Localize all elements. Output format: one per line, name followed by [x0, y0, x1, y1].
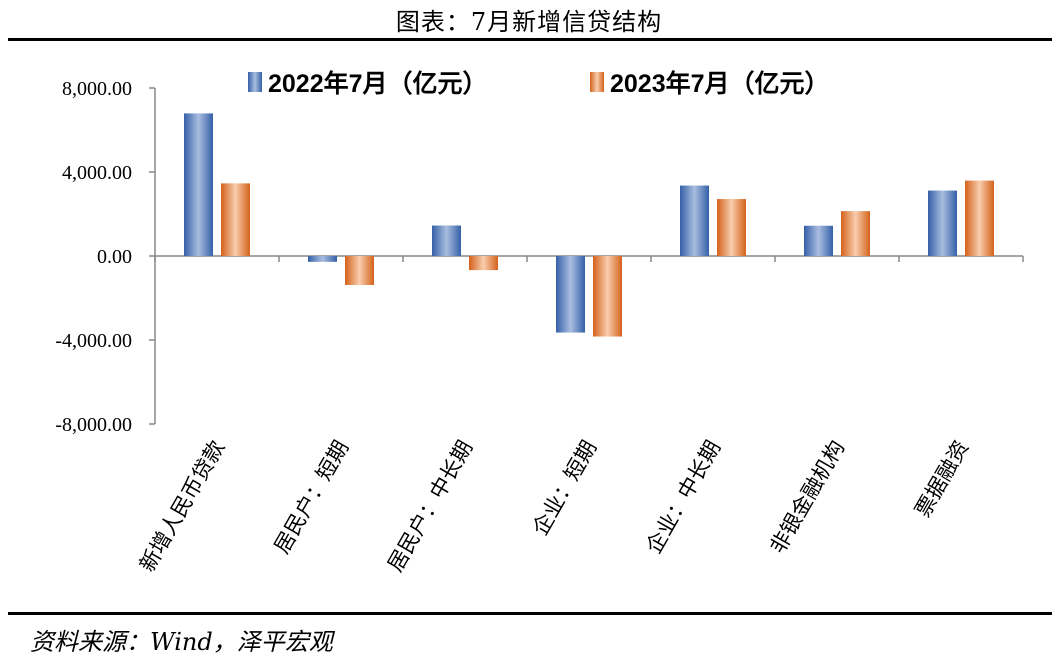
- legend-label-1: 2022年7月（亿元）: [268, 69, 488, 98]
- y-tick-labels: 8,000.00 4,000.00 0.00 -4,000.00 -8,000.00: [55, 78, 132, 436]
- bar-2023-3: [593, 256, 622, 337]
- bars: [184, 113, 994, 337]
- legend-swatch-2: [590, 72, 604, 92]
- bar-2022-6: [928, 190, 957, 256]
- bar-2023-5: [841, 211, 870, 256]
- bar-2023-1: [345, 256, 374, 286]
- category-label: 企业：短期: [528, 437, 601, 540]
- category-label: 居民户：中长期: [383, 437, 477, 576]
- y-tick-label: -4,000.00: [55, 330, 132, 352]
- bar-2022-5: [804, 225, 833, 256]
- bar-2022-4: [680, 185, 709, 256]
- legend: 2022年7月（亿元） 2023年7月（亿元）: [248, 69, 830, 98]
- category-label: 票据融资: [911, 437, 974, 522]
- axes: [149, 87, 1024, 425]
- source-note: 资料来源：Wind，泽平宏观: [30, 628, 333, 656]
- top-rule: [8, 38, 1052, 41]
- legend-swatch-1: [248, 72, 262, 92]
- bar-2022-1: [308, 256, 337, 262]
- bar-2022-3: [556, 256, 585, 333]
- category-label: 企业：中长期: [642, 437, 726, 558]
- y-tick-label: 8,000.00: [62, 78, 132, 100]
- category-label: 居民户：短期: [270, 437, 354, 558]
- chart-area: 8,000.00 4,000.00 0.00 -4,000.00 -8,000.00 新…: [55, 69, 1024, 576]
- category-label: 新增人民币贷款: [135, 437, 229, 576]
- bar-2022-2: [432, 225, 461, 256]
- category-label: 非银金融机构: [766, 437, 850, 558]
- bar-2023-4: [717, 199, 746, 256]
- y-tick-label: 4,000.00: [62, 162, 132, 184]
- legend-label-2: 2023年7月（亿元）: [610, 69, 830, 98]
- bar-2023-2: [469, 256, 498, 271]
- x-category-labels: 新增人民币贷款 居民户：短期 居民户：中长期 企业：短期 企业：中长期 非银金融机构 票据融…: [135, 437, 973, 576]
- bar-2023-6: [965, 180, 994, 256]
- bar-2023-0: [221, 183, 250, 256]
- y-tick-label: 0.00: [97, 246, 132, 268]
- chart-title: 图表：7月新增信贷结构: [395, 8, 663, 36]
- bottom-rule: [8, 612, 1052, 615]
- y-tick-label: -8,000.00: [55, 414, 132, 436]
- bar-2022-0: [184, 113, 213, 256]
